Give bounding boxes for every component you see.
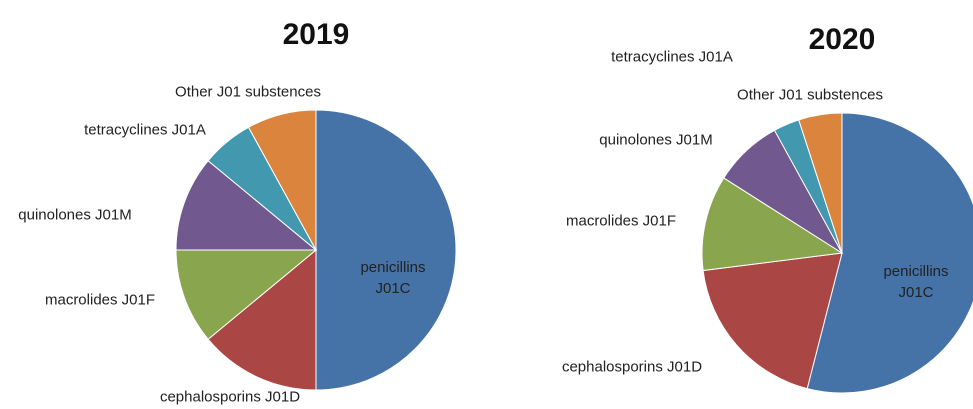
pie-slice xyxy=(207,248,317,391)
chart-title: 2020 xyxy=(808,23,876,56)
slice-label: tetracyclines J01A xyxy=(611,48,733,66)
slice-label: macrolides J01F xyxy=(565,212,677,230)
slice-label: quinolones J01M xyxy=(18,206,132,224)
slice-label: Other J01 substences xyxy=(175,83,321,101)
pie-slice xyxy=(806,112,973,394)
pie-slice xyxy=(701,177,844,272)
slice-label: tetracyclines J01A xyxy=(84,121,206,139)
slice-label: penicillins J01C xyxy=(883,263,949,301)
pie-slice xyxy=(175,249,318,340)
slice-label: Other J01 substences xyxy=(737,86,883,104)
chart-title: 2019 xyxy=(282,18,350,51)
slice-label: penicillins J01C xyxy=(360,259,426,297)
slice-label: quinolones J01M xyxy=(599,131,713,149)
pie-slice xyxy=(247,109,317,251)
slice-label: cephalosporins J01D xyxy=(159,388,301,406)
pie-slice xyxy=(315,109,457,391)
slice-label: macrolides J01F xyxy=(44,291,156,309)
pie-slice xyxy=(798,112,843,254)
pie-slice xyxy=(702,252,843,390)
pie-slice xyxy=(175,160,318,251)
slice-label: cephalosporins J01D xyxy=(561,358,703,376)
